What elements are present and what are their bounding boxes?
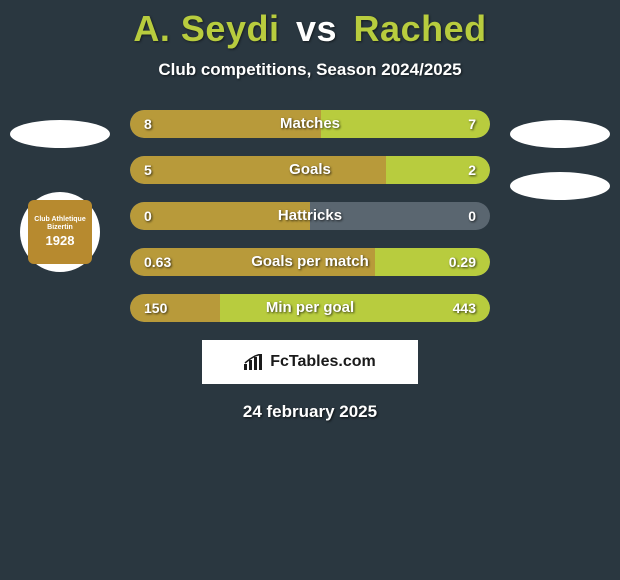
stat-row: 52Goals bbox=[130, 156, 490, 184]
stat-right-value: 0 bbox=[468, 202, 476, 230]
club-logo: Club Athletique Bizertin 1928 bbox=[20, 192, 100, 272]
stat-row: 87Matches bbox=[130, 110, 490, 138]
stat-right-fill bbox=[321, 110, 490, 138]
player2-badge-ellipse-2 bbox=[510, 172, 610, 200]
stat-row: 0.630.29Goals per match bbox=[130, 248, 490, 276]
vs-text: vs bbox=[296, 8, 337, 49]
stat-right-value: 0.29 bbox=[449, 248, 476, 276]
player2-badge-ellipse-1 bbox=[510, 120, 610, 148]
stat-left-fill bbox=[130, 156, 386, 184]
stat-right-value: 7 bbox=[468, 110, 476, 138]
stat-right-value: 2 bbox=[468, 156, 476, 184]
club-logo-year: 1928 bbox=[46, 234, 75, 248]
stat-left-value: 0 bbox=[144, 202, 152, 230]
club-logo-text: Club Athletique Bizertin bbox=[28, 216, 92, 231]
subtitle: Club competitions, Season 2024/2025 bbox=[0, 60, 620, 80]
stat-left-value: 8 bbox=[144, 110, 152, 138]
stat-right-value: 443 bbox=[453, 294, 476, 322]
date: 24 february 2025 bbox=[0, 402, 620, 422]
stat-right-fill bbox=[220, 294, 490, 322]
stat-left-value: 5 bbox=[144, 156, 152, 184]
brand-text: FcTables.com bbox=[270, 353, 376, 371]
stat-row: 150443Min per goal bbox=[130, 294, 490, 322]
comparison-title: A. Seydi vs Rached bbox=[0, 0, 620, 50]
stat-left-value: 150 bbox=[144, 294, 167, 322]
stat-row: 00Hattricks bbox=[130, 202, 490, 230]
stat-bars: 87Matches52Goals00Hattricks0.630.29Goals… bbox=[130, 110, 490, 322]
content-area: Club Athletique Bizertin 1928 87Matches5… bbox=[0, 110, 620, 422]
brand-box: FcTables.com bbox=[202, 340, 418, 384]
stat-left-value: 0.63 bbox=[144, 248, 171, 276]
stat-left-fill bbox=[130, 110, 321, 138]
stat-left-fill bbox=[130, 202, 310, 230]
chart-icon bbox=[244, 354, 264, 370]
player2-name: Rached bbox=[354, 8, 487, 49]
player1-name: A. Seydi bbox=[133, 8, 279, 49]
club-logo-inner: Club Athletique Bizertin 1928 bbox=[28, 200, 92, 264]
player1-badge-ellipse bbox=[10, 120, 110, 148]
